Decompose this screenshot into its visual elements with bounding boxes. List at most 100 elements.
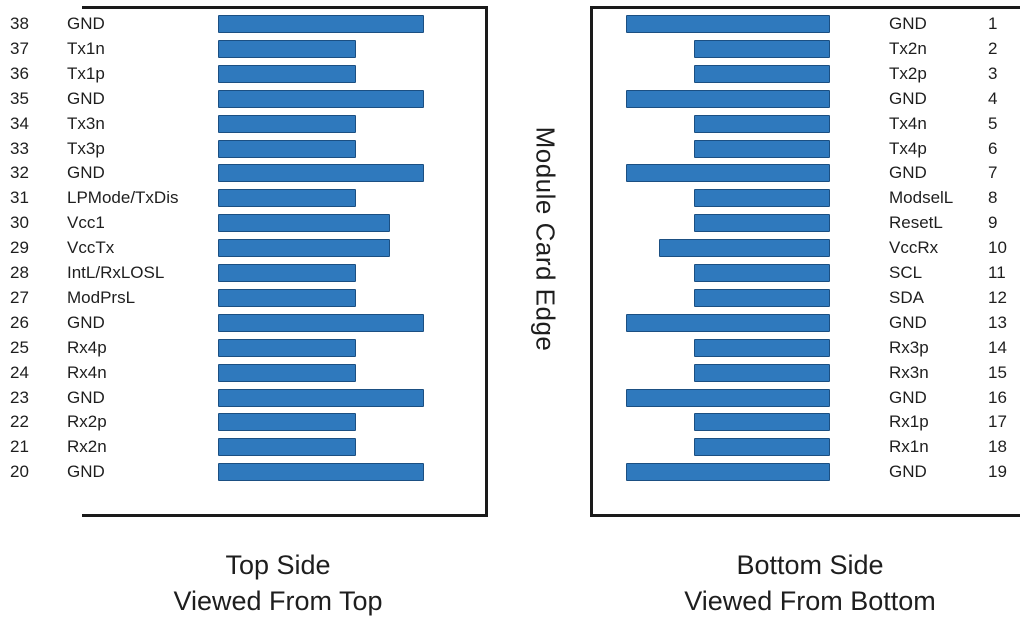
top-pin-signal-name: GND (67, 88, 105, 108)
top-pin-signal-name: Vcc1 (67, 213, 105, 233)
top-pin-number: 23 (10, 387, 29, 407)
top-pin-signal-name: Tx3p (67, 138, 105, 158)
bottom-pin-signal-name: Tx2n (889, 38, 927, 58)
top-contact-pad-38 (218, 15, 424, 33)
bottom-contact-pad-13 (626, 313, 830, 332)
top-pin-signal-name: GND (67, 14, 105, 33)
top-contact-pad-24 (218, 363, 356, 382)
top-pin-number: 31 (10, 188, 29, 208)
top-pin-signal-name: GND (67, 462, 105, 482)
top-contact-pad-25 (218, 338, 356, 357)
bottom-pin-signal-name: GND (889, 462, 927, 482)
bottom-side-frame (590, 6, 1020, 517)
top-contact-pad-27 (218, 288, 356, 307)
top-pin-number: 30 (10, 213, 29, 233)
bottom-pin-signal-name: Tx2p (889, 63, 927, 83)
bottom-pin-signal-name: Rx1p (889, 412, 929, 432)
bottom-contact-pad-10 (659, 239, 830, 258)
top-contact-pad-37 (218, 39, 356, 58)
bottom-contact-pad-17 (694, 413, 830, 432)
bottom-pin-number: 13 (988, 312, 1007, 332)
bottom-contact-pad-14 (694, 338, 830, 357)
top-side-caption-line1: Top Side (225, 550, 331, 580)
bottom-pin-number: 3 (988, 63, 998, 83)
top-side-caption: Top Side Viewed From Top (140, 547, 416, 619)
bottom-pin-signal-name: SDA (889, 287, 924, 307)
top-contact-pad-36 (218, 64, 356, 83)
top-pin-signal-name: Rx4p (67, 337, 107, 357)
top-contact-pad-21 (218, 438, 356, 457)
bottom-pin-signal-name: Rx3n (889, 362, 929, 382)
top-pin-number: 29 (10, 238, 29, 258)
top-pin-signal-name: GND (67, 312, 105, 332)
top-contact-pad-33 (218, 139, 356, 158)
bottom-contact-pad-4 (626, 89, 830, 108)
top-pin-signal-name: LPMode/TxDis (67, 188, 179, 208)
top-pin-number: 27 (10, 287, 29, 307)
bottom-pin-signal-name: GND (889, 312, 927, 332)
bottom-pin-signal-name: Rx1n (889, 437, 929, 457)
top-pin-number: 32 (10, 163, 29, 183)
bottom-contact-pad-8 (694, 189, 830, 208)
bottom-pin-signal-name: GND (889, 163, 927, 183)
top-pin-number: 24 (10, 362, 29, 382)
bottom-contact-pad-3 (694, 64, 830, 83)
bottom-side-caption: Bottom Side Viewed From Bottom (640, 547, 980, 619)
top-pin-number: 21 (10, 437, 29, 457)
bottom-contact-pad-1 (626, 15, 830, 33)
top-pin-number: 38 (10, 14, 29, 33)
bottom-pin-number: 17 (988, 412, 1007, 432)
top-contact-pad-28 (218, 264, 356, 282)
top-pin-number: 37 (10, 38, 29, 58)
bottom-pin-signal-name: VccRx (889, 238, 939, 258)
bottom-contact-pad-2 (694, 39, 830, 58)
bottom-pin-signal-name: ResetL (889, 213, 943, 233)
bottom-contact-pad-16 (626, 388, 830, 407)
top-contact-pad-32 (218, 164, 424, 183)
bottom-contact-pad-7 (626, 164, 830, 183)
bottom-pin-number: 10 (988, 238, 1007, 258)
top-pin-number: 28 (10, 263, 29, 282)
top-side-caption-line2: Viewed From Top (173, 586, 383, 616)
bottom-contact-pad-19 (626, 463, 830, 482)
top-pin-signal-name: GND (67, 387, 105, 407)
top-pin-number: 20 (10, 462, 29, 482)
top-pin-signal-name: ModPrsL (67, 287, 136, 307)
bottom-pin-number: 14 (988, 337, 1007, 357)
bottom-pin-signal-name: Tx4p (889, 138, 927, 158)
bottom-pin-number: 9 (988, 213, 998, 233)
bottom-contact-pad-6 (694, 139, 830, 158)
module-card-edge-label: Module Card Edge (530, 126, 561, 352)
bottom-contact-pad-11 (694, 264, 830, 282)
bottom-pin-number: 16 (988, 387, 1007, 407)
top-contact-pad-20 (218, 463, 424, 482)
bottom-side-caption-line1: Bottom Side (736, 550, 884, 580)
bottom-pin-number: 2 (988, 38, 998, 58)
top-pin-number: 26 (10, 312, 29, 332)
top-pin-signal-name: IntL/RxLOSL (67, 263, 165, 282)
top-pin-number: 22 (10, 412, 29, 432)
top-contact-pad-29 (218, 239, 390, 258)
bottom-pin-signal-name: GND (889, 14, 927, 33)
bottom-pin-number: 8 (988, 188, 998, 208)
bottom-pin-number: 6 (988, 138, 998, 158)
bottom-pin-number: 4 (988, 88, 998, 108)
top-pin-number: 36 (10, 63, 29, 83)
bottom-pin-number: 5 (988, 113, 998, 133)
bottom-pin-signal-name: GND (889, 88, 927, 108)
top-contact-pad-31 (218, 189, 356, 208)
bottom-contact-pad-12 (694, 288, 830, 307)
top-pin-signal-name: Tx3n (67, 113, 105, 133)
top-pin-signal-name: Rx2n (67, 437, 107, 457)
bottom-side-caption-line2: Viewed From Bottom (684, 586, 936, 616)
top-contact-pad-35 (218, 89, 424, 108)
bottom-pin-signal-name: Rx3p (889, 337, 929, 357)
top-pin-signal-name: GND (67, 163, 105, 183)
top-pin-signal-name: Tx1p (67, 63, 105, 83)
top-pin-signal-name: Rx2p (67, 412, 107, 432)
top-pin-number: 33 (10, 138, 29, 158)
top-pin-signal-name: Tx1n (67, 38, 105, 58)
bottom-contact-pad-15 (694, 363, 830, 382)
bottom-pin-number: 15 (988, 362, 1007, 382)
bottom-pin-number: 18 (988, 437, 1007, 457)
